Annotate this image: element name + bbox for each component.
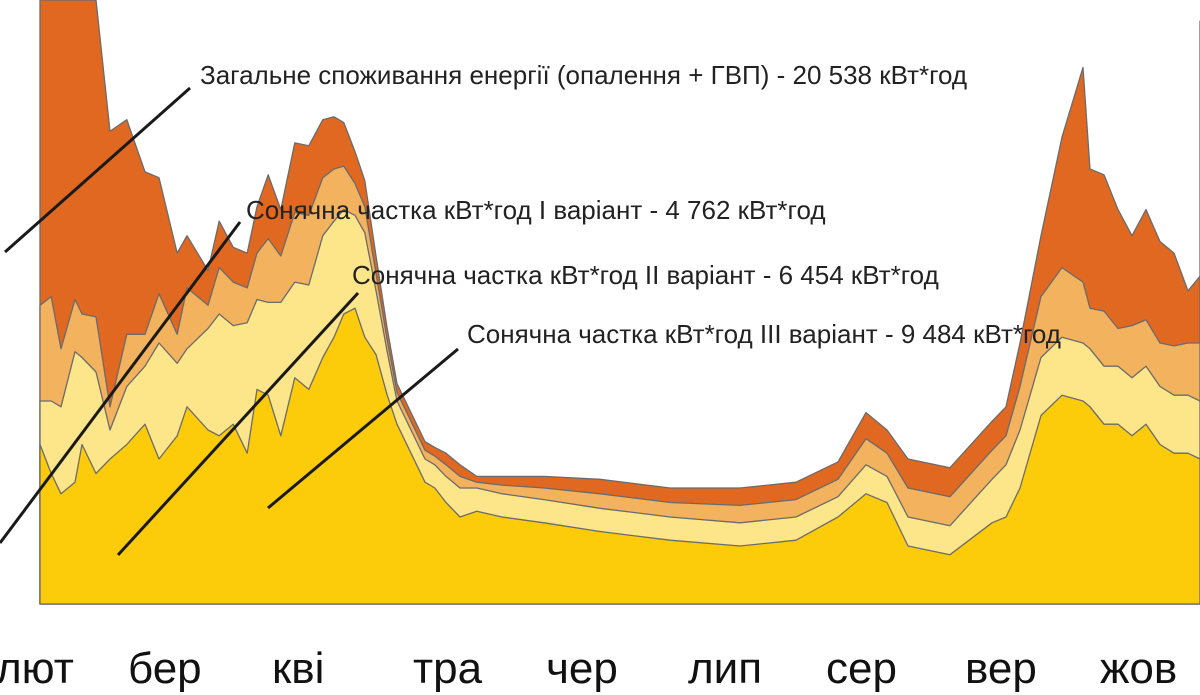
month-label-jul: лип [688, 644, 762, 693]
annotation-variant-3: Сонячна частка кВт*год III варіант - 9 4… [467, 319, 1061, 349]
x-axis-labels: лют бер кві тра чер лип сер вер жов [0, 644, 1177, 693]
annotation-variant-2: Сонячна частка кВт*год II варіант - 6 45… [352, 260, 939, 290]
month-label-jun: чер [546, 644, 618, 693]
leader-line-variant-1 [0, 221, 242, 544]
month-label-mar: бер [128, 644, 202, 693]
month-label-oct: жов [1100, 644, 1177, 693]
month-label-feb: лют [0, 644, 74, 693]
month-label-apr: кві [272, 644, 324, 693]
leader-line-variant-2 [116, 291, 360, 557]
leader-lines [0, 86, 459, 557]
annotation-total: Загальне споживання енергії (опалення + … [200, 60, 967, 90]
month-label-may: тра [413, 644, 483, 693]
month-label-sep: вер [965, 644, 1037, 693]
month-label-aug: сер [826, 644, 897, 693]
leader-line-variant-3 [267, 347, 459, 510]
annotations: Загальне споживання енергії (опалення + … [200, 60, 1061, 349]
area-layers [39, 0, 1200, 605]
annotation-variant-1: Сонячна частка кВт*год I варіант - 4 762… [246, 195, 826, 225]
area-solar-variant-3 [39, 307, 1200, 605]
leader-line-total [4, 86, 191, 254]
